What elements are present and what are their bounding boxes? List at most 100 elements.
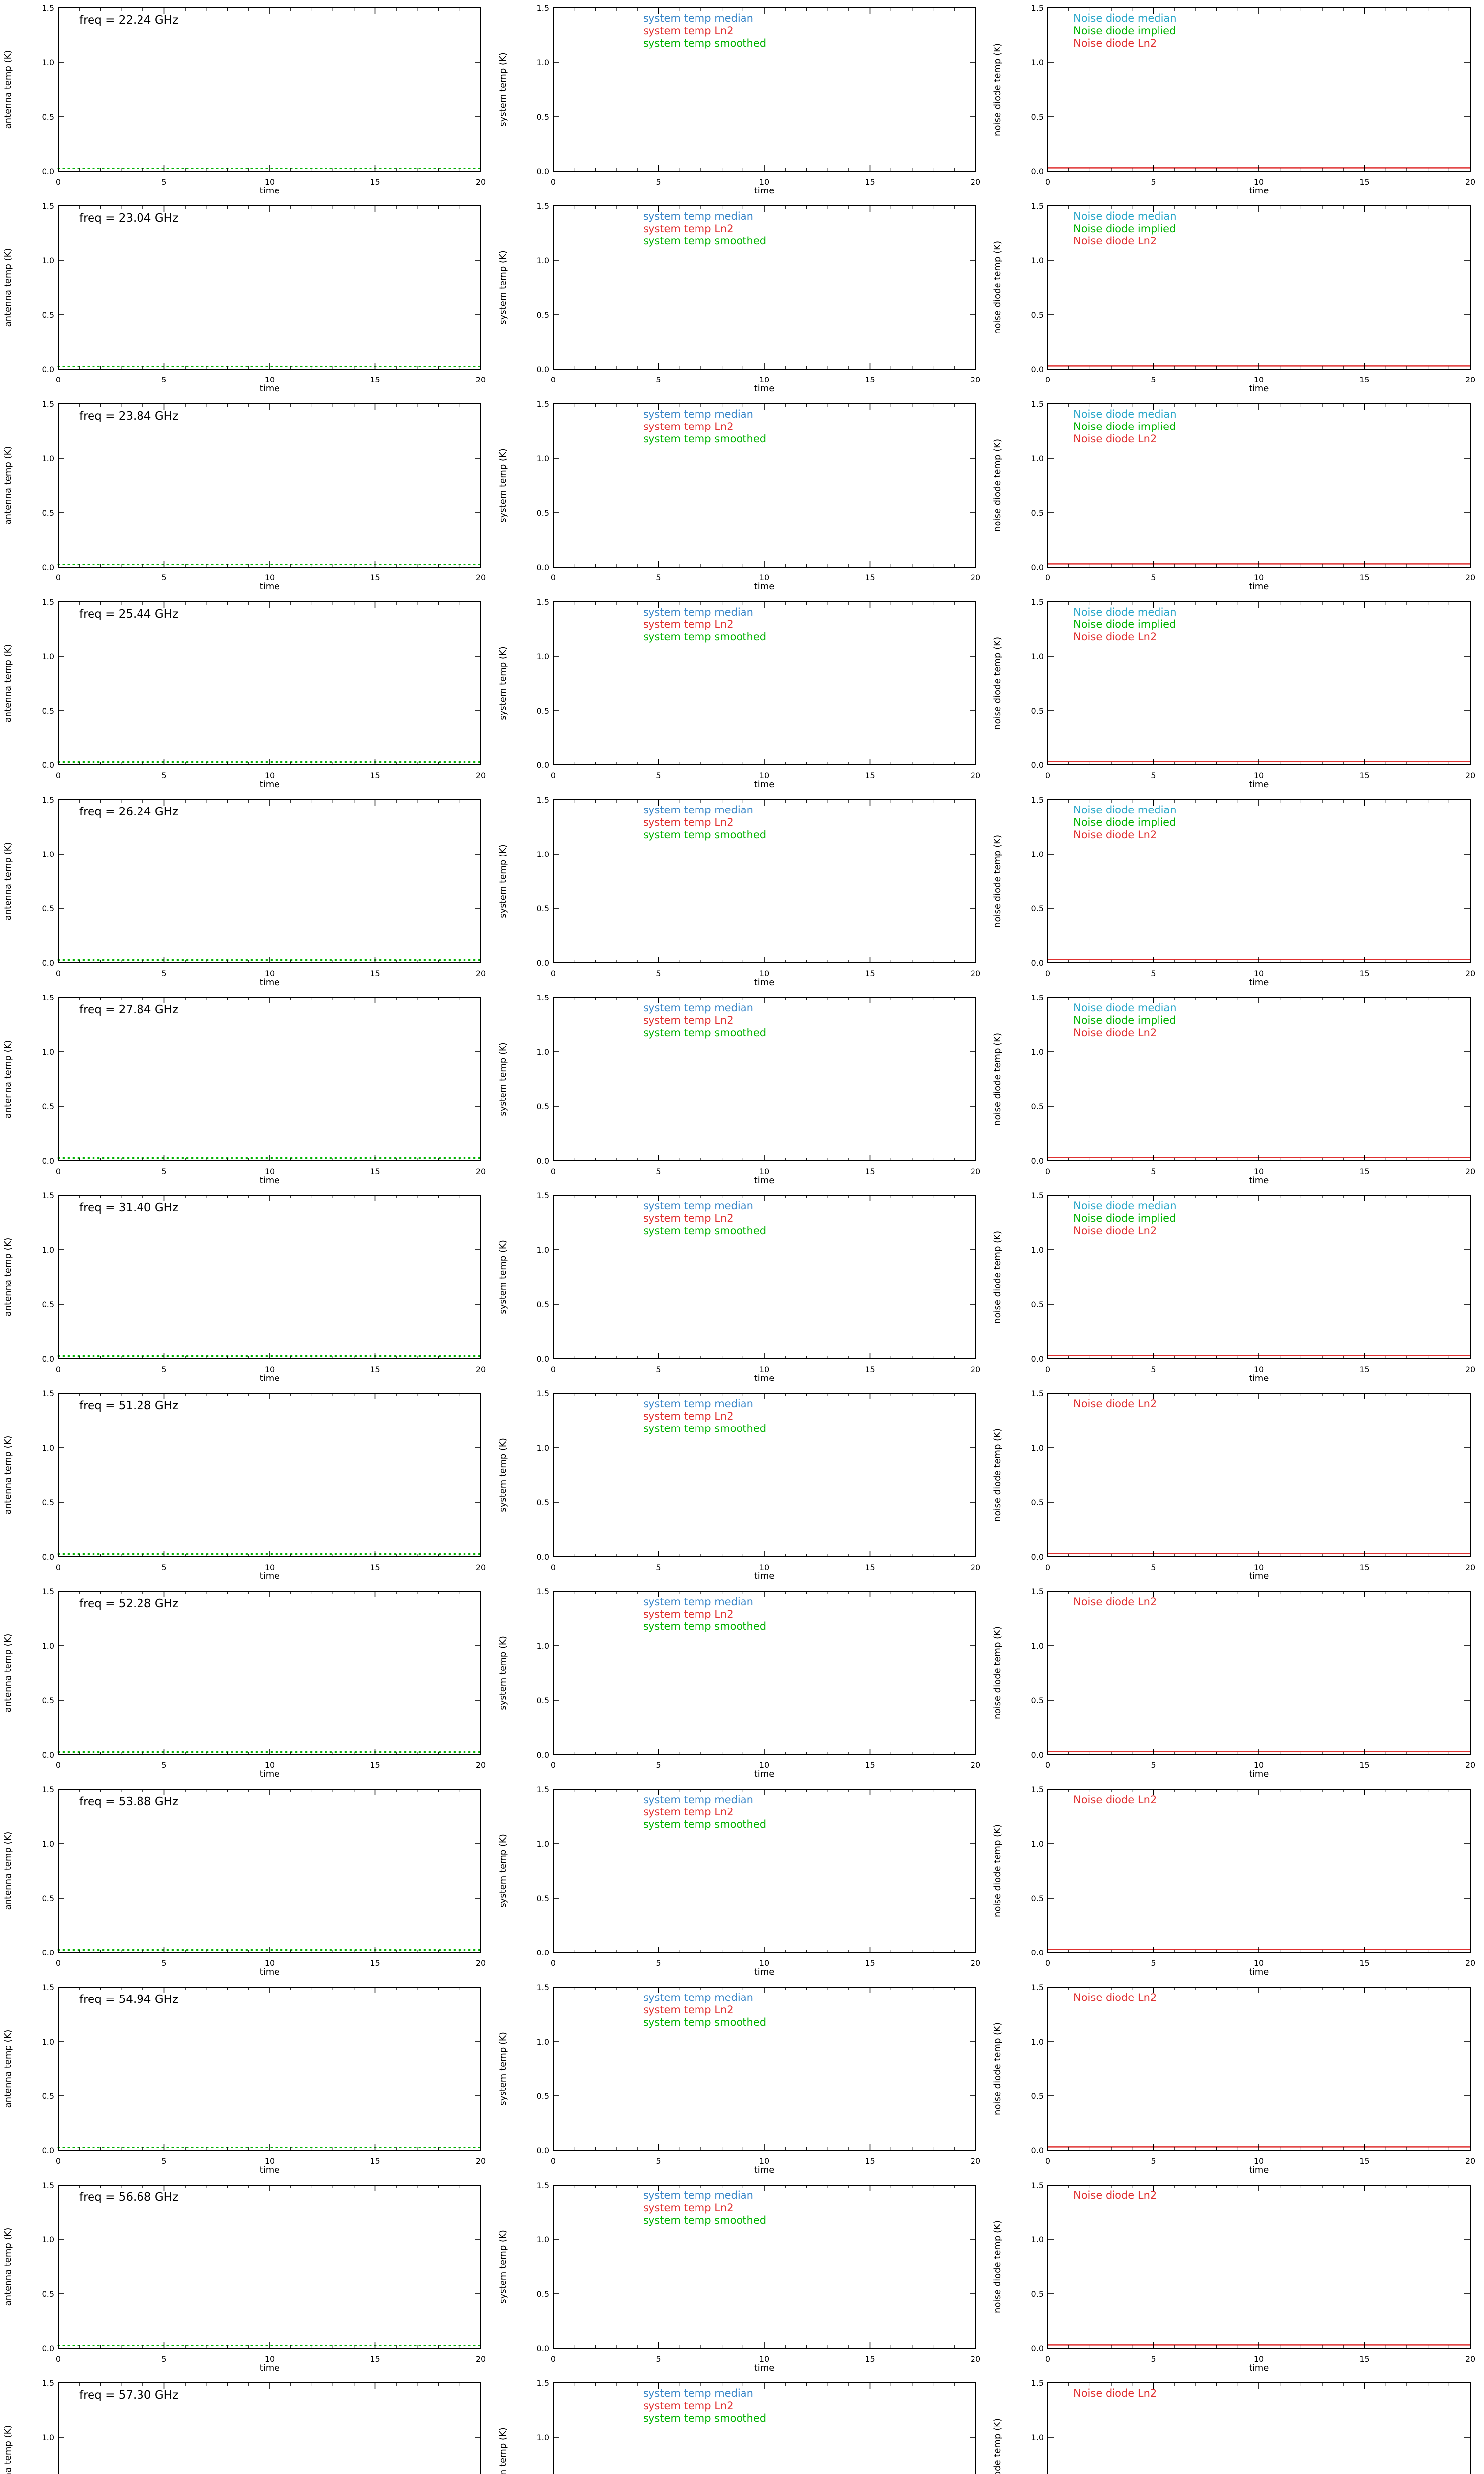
x-tick-label: 5: [1151, 1760, 1156, 1770]
plot-svg: 0 5 10 15 20 0.0 0.5 1.0 1.5 time noise diode temp…: [992, 201, 1475, 394]
plot-svg: 0 5 10 15 20 0.0 0.5 1.0 1.5 time antenna temp (K)…: [3, 1389, 486, 1581]
plot-svg: 0 5 10 15 20 0.0 0.5 1.0 1.5 time antenna temp (K)…: [3, 399, 486, 592]
x-tick-label: 15: [370, 2156, 380, 2166]
x-axis-label: time: [1249, 186, 1269, 196]
x-tick-label: 20: [476, 1958, 486, 1968]
plot-cell-row3-col2: 0 5 10 15 20 0.0 0.5 1.0 1.5 time system temp (K) s…: [495, 396, 989, 594]
x-tick-label: 15: [370, 771, 380, 780]
legend-item: Noise diode Ln2: [1073, 235, 1157, 247]
y-axis-label: noise diode temp (K): [992, 1824, 1003, 1917]
y-tick-label: 1.5: [42, 201, 54, 211]
y-tick-label: 1.0: [42, 652, 54, 661]
x-tick-label: 5: [656, 1167, 661, 1176]
y-tick-label: 0.0: [537, 1948, 549, 1957]
y-tick-label: 1.5: [537, 1983, 549, 1992]
y-tick-label: 0.5: [1031, 1894, 1044, 1903]
plot-title: freq = 31.40 GHz: [79, 1201, 178, 1214]
x-tick-label: 15: [1359, 177, 1369, 187]
x-tick-label: 15: [370, 1167, 380, 1176]
x-tick-label: 20: [1465, 771, 1475, 780]
x-tick-label: 10: [265, 1167, 275, 1176]
x-axis-label: time: [754, 186, 775, 196]
y-tick-label: 0.5: [537, 1696, 549, 1705]
plot-frame: [553, 1591, 976, 1755]
plot-cell-row2-col3: 0 5 10 15 20 0.0 0.5 1.0 1.5 time noise diode temp…: [989, 198, 1484, 396]
x-tick-label: 20: [1465, 969, 1475, 978]
y-tick-label: 0.5: [42, 310, 54, 320]
legend-item: Noise diode implied: [1073, 1212, 1176, 1224]
plot-frame: [553, 1789, 976, 1953]
x-axis-label: time: [260, 779, 280, 790]
x-tick-label: 5: [1151, 1167, 1156, 1176]
legend-item: system temp median: [643, 1398, 753, 1410]
x-tick-label: 20: [1465, 1760, 1475, 1770]
x-tick-label: 10: [265, 1760, 275, 1770]
legend-item: system temp Ln2: [643, 1014, 734, 1026]
x-tick-label: 15: [865, 2156, 875, 2166]
y-axis-label: system temp (K): [498, 844, 508, 918]
y-tick-label: 1.0: [537, 1641, 549, 1651]
y-tick-label: 1.0: [42, 454, 54, 463]
x-tick-label: 20: [1465, 2156, 1475, 2166]
x-tick-label: 10: [265, 1563, 275, 1572]
y-axis-label: noise diode temp (K): [992, 1626, 1003, 1719]
x-tick-label: 10: [1254, 2156, 1264, 2166]
legend-item: system temp smoothed: [643, 1225, 766, 1237]
x-axis-label: time: [1249, 1175, 1269, 1186]
plot-cell-row9-col1: 0 5 10 15 20 0.0 0.5 1.0 1.5 time antenna temp (K)…: [0, 1583, 495, 1781]
plot-cell-row5-col2: 0 5 10 15 20 0.0 0.5 1.0 1.5 time system temp (K) s…: [495, 792, 989, 990]
x-tick-label: 0: [1045, 2156, 1050, 2166]
y-tick-label: 0.0: [1031, 1948, 1044, 1957]
plot-svg: 0 5 10 15 20 0.0 0.5 1.0 1.5 time antenna temp (K)…: [3, 795, 486, 988]
plot-frame: [58, 2185, 481, 2349]
y-tick-label: 1.5: [537, 1785, 549, 1794]
x-tick-label: 15: [370, 1760, 380, 1770]
x-tick-label: 5: [161, 375, 166, 384]
y-tick-label: 0.5: [42, 112, 54, 122]
legend-item: Noise diode median: [1073, 1200, 1177, 1212]
y-tick-label: 0.0: [1031, 1552, 1044, 1562]
x-tick-label: 15: [865, 2354, 875, 2364]
y-tick-label: 0.0: [1031, 761, 1044, 770]
plot-cell-row4-col2: 0 5 10 15 20 0.0 0.5 1.0 1.5 time system temp (K) s…: [495, 594, 989, 792]
x-tick-label: 5: [656, 177, 661, 187]
x-tick-label: 0: [551, 1563, 556, 1572]
y-tick-label: 1.5: [1031, 2181, 1044, 2190]
y-tick-label: 1.0: [537, 1443, 549, 1453]
x-tick-label: 5: [1151, 2354, 1156, 2364]
plot-cell-row9-col3: 0 5 10 15 20 0.0 0.5 1.0 1.5 time noise diode temp…: [989, 1583, 1484, 1781]
x-tick-label: 5: [656, 2156, 661, 2166]
y-tick-label: 1.5: [42, 1389, 54, 1398]
legend-item: Noise diode Ln2: [1073, 37, 1157, 49]
y-tick-label: 1.5: [537, 795, 549, 805]
x-tick-label: 0: [56, 1760, 61, 1770]
x-tick-label: 0: [56, 2156, 61, 2166]
plot-cell-row8-col3: 0 5 10 15 20 0.0 0.5 1.0 1.5 time noise diode temp…: [989, 1385, 1484, 1583]
y-tick-label: 1.0: [537, 1047, 549, 1057]
x-tick-label: 10: [759, 2156, 769, 2166]
x-tick-label: 10: [1254, 2354, 1264, 2364]
plot-svg: 0 5 10 15 20 0.0 0.5 1.0 1.5 time system temp (K) s…: [498, 1983, 980, 2175]
x-tick-label: 20: [476, 573, 486, 582]
y-tick-label: 1.5: [1031, 1983, 1044, 1992]
y-tick-label: 0.5: [42, 508, 54, 518]
x-tick-label: 0: [1045, 771, 1050, 780]
x-axis-label: time: [754, 1769, 775, 1779]
plot-svg: 0 5 10 15 20 0.0 0.5 1.0 1.5 time noise diode temp…: [992, 597, 1475, 790]
legend-item: system temp smoothed: [643, 2412, 766, 2424]
x-tick-label: 0: [551, 573, 556, 582]
y-axis-label: noise diode temp (K): [992, 241, 1003, 334]
x-tick-label: 20: [1465, 375, 1475, 384]
y-tick-label: 0.0: [537, 563, 549, 572]
x-axis-label: time: [1249, 2363, 1269, 2373]
plot-svg: 0 5 10 15 20 0.0 0.5 1.0 1.5 time system temp (K) s…: [498, 1191, 980, 1383]
legend-item: system temp median: [643, 1200, 753, 1212]
x-tick-label: 0: [551, 177, 556, 187]
x-tick-label: 0: [56, 573, 61, 582]
legend-item: system temp median: [643, 2387, 753, 2399]
legend-item: system temp Ln2: [643, 1212, 734, 1224]
x-axis-label: time: [260, 581, 280, 592]
x-tick-label: 10: [1254, 1563, 1264, 1572]
plot-svg: 0 5 10 15 20 0.0 0.5 1.0 1.5 time antenna temp (K)…: [3, 1785, 486, 1977]
